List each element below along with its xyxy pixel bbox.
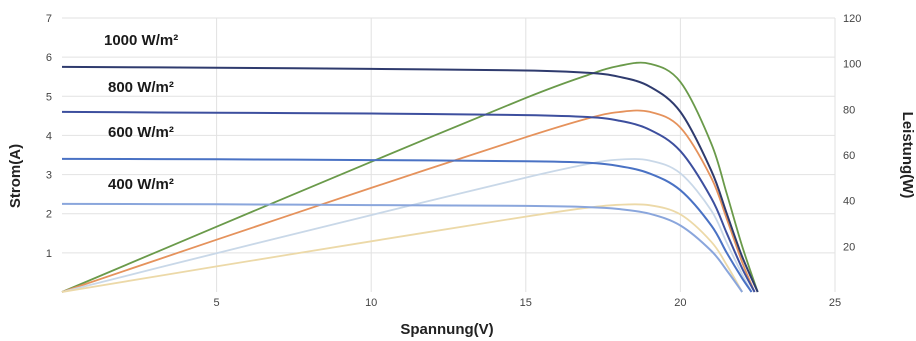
y-right-axis-title: Leistung(W): [899, 112, 916, 199]
power-curve-800: [61, 109, 756, 293]
x-axis-title: Spannung(V): [400, 321, 493, 338]
y-left-axis-ticks: 1 2 3 4 5 6 7: [46, 13, 52, 260]
irradiance-label-400: 400 W/m²: [108, 176, 174, 193]
y-left-tick-label: 4: [46, 130, 52, 142]
current-curve-600: [61, 157, 753, 293]
irradiance-label-1000: 1000 W/m²: [104, 32, 178, 49]
x-axis-ticks: 5 10 15 20 25: [214, 297, 842, 309]
irradiance-label-600: 600 W/m²: [108, 124, 174, 141]
x-tick-label: 15: [520, 297, 532, 309]
x-tick-label: 20: [674, 297, 686, 309]
x-tick-label: 5: [214, 297, 220, 309]
y-left-tick-label: 5: [46, 91, 52, 103]
current-curve-800: [61, 110, 756, 293]
current-curves: [61, 65, 759, 293]
x-tick-label: 10: [365, 297, 377, 309]
grid-lines: [62, 17, 836, 292]
y-left-axis-title: Strom(A): [7, 144, 24, 208]
y-left-tick-label: 6: [46, 52, 52, 64]
y-left-tick-label: 1: [46, 248, 52, 260]
y-right-tick-label: 40: [843, 196, 855, 208]
current-curve-400: [61, 202, 744, 293]
current-curve-1000: [61, 65, 759, 293]
y-left-tick-label: 2: [46, 209, 52, 221]
y-right-tick-label: 60: [843, 150, 855, 162]
power-curve-1000: [61, 61, 759, 293]
y-right-tick-label: 80: [843, 104, 855, 116]
y-right-tick-label: 20: [843, 241, 855, 253]
power-curve-600: [61, 158, 753, 293]
irradiance-label-800: 800 W/m²: [108, 79, 174, 96]
y-right-tick-label: 120: [843, 13, 861, 25]
x-tick-label: 25: [829, 297, 841, 309]
y-right-axis-ticks: 20 40 60 80 100 120: [843, 13, 861, 253]
y-left-tick-label: 7: [46, 13, 52, 25]
y-right-tick-label: 100: [843, 59, 861, 71]
y-left-tick-label: 3: [46, 170, 52, 182]
